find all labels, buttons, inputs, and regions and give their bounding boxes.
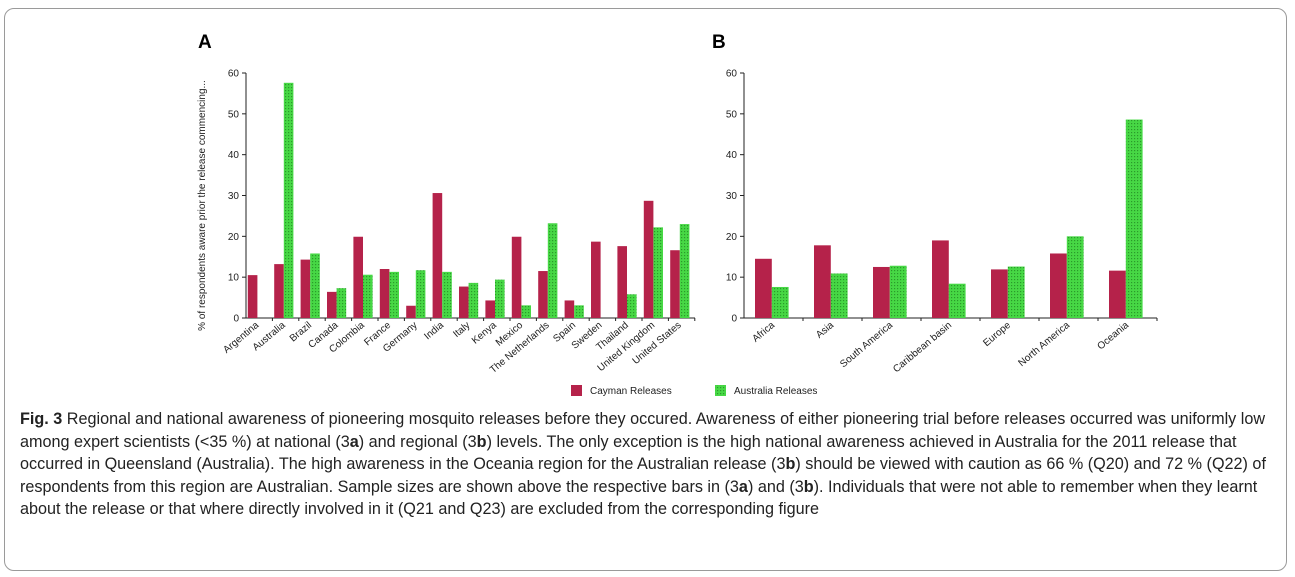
- panel-a-label: A: [198, 32, 212, 53]
- panel-b-bar-australia: [1007, 266, 1025, 318]
- panel-b-bar-australia: [948, 283, 966, 318]
- panel-a-bar-cayman: [406, 305, 416, 318]
- caption-text-3: ) levels. The only exception is the high…: [20, 432, 1237, 474]
- panel-a-bar-cayman: [564, 300, 575, 318]
- panel-a-bar-cayman: [327, 291, 337, 318]
- panel-a-bar-australia: [547, 223, 558, 318]
- panel-a-y-tick-label: 30: [228, 191, 240, 202]
- panel-a-y-tick-label: 40: [228, 150, 240, 161]
- panel-b-category-label: Caribbean basin: [891, 320, 954, 375]
- panel-a-y-tick-label: 0: [233, 314, 239, 325]
- panel-b-y-tick-label: 40: [726, 150, 738, 161]
- panel-b-bar-cayman: [873, 266, 890, 318]
- panel-a-bar-australia: [574, 305, 584, 318]
- legend-swatch-cayman: [571, 385, 582, 396]
- panel-a-y-axis-label: % of respondents aware prior the release…: [197, 80, 208, 331]
- panel-a-bar-australia: [627, 294, 637, 318]
- panel-b-category-label: North America: [1016, 320, 1072, 369]
- panel-a-category-label: India: [422, 320, 446, 343]
- panel-a-bar-australia: [521, 305, 531, 318]
- legend-swatch-australia: [715, 385, 726, 396]
- panel-a-bar-australia: [310, 253, 320, 318]
- panel-a-category-label: Italy: [451, 320, 472, 340]
- panel-a-bar-cayman: [459, 286, 469, 318]
- caption-fig-label: Fig. 3: [20, 410, 63, 428]
- figure-charts: A 0 10 20 30 40 50 60 % of respondents aware pri…: [197, 32, 1158, 397]
- panel-a-chart: A 0 10 20 30 40 50 60 % of respondents aware pri…: [197, 32, 696, 376]
- panel-a-y-tick-label: 20: [228, 232, 240, 243]
- panel-b-category-label: Africa: [750, 320, 777, 345]
- panel-a-bar-australia: [653, 227, 663, 318]
- panel-b-y-tick-label: 20: [726, 232, 738, 243]
- panel-a-bar-australia: [415, 270, 426, 318]
- panel-a-bar-cayman: [379, 269, 390, 318]
- panel-a-bar-cayman: [353, 236, 363, 318]
- legend-label-australia: Australia Releases: [734, 386, 817, 397]
- panel-a-bar-australia: [389, 271, 399, 318]
- panel-b-label: B: [712, 32, 726, 53]
- caption-bold-3: b: [785, 455, 796, 473]
- panel-a-bar-australia: [679, 224, 690, 318]
- panel-b-y-tick-label: 0: [731, 314, 737, 325]
- panel-a-bar-cayman: [300, 259, 311, 318]
- panel-b-bar-cayman: [932, 240, 949, 318]
- caption-text-6: ). Individuals that were not able to rem…: [20, 477, 1258, 519]
- panel-a-bar-cayman: [274, 264, 284, 318]
- panel-a-bar-australia: [283, 82, 294, 318]
- panel-b-bar-cayman: [755, 258, 772, 318]
- panel-a-bar-cayman: [538, 271, 548, 318]
- panel-b-bar-australia: [1066, 236, 1084, 318]
- panel-a-bar-cayman: [670, 250, 680, 318]
- panel-b-bar-cayman: [991, 269, 1008, 318]
- panel-b-bar-australia: [1125, 119, 1143, 318]
- panel-b-bar-australia: [830, 273, 848, 318]
- panel-b-y-tick-label: 50: [726, 109, 738, 120]
- panel-a-bar-cayman: [432, 193, 443, 318]
- panel-b-y-tick-label: 60: [726, 69, 738, 80]
- panel-b-chart: B 0 10 20 30 40 50 60 Africa Asia South AmericaCar…: [712, 32, 1158, 375]
- panel-b-category-label: Europe: [981, 320, 1013, 349]
- panel-a-bar-cayman: [485, 300, 495, 318]
- panel-a-bar-cayman: [591, 241, 601, 318]
- chart-legend: Cayman Releases Australia Releases: [571, 385, 817, 397]
- caption-text-5: ) and (3: [747, 477, 804, 496]
- panel-a-bar-australia: [442, 271, 452, 318]
- caption-text-1: Regional and national awareness of pione…: [20, 410, 1266, 451]
- caption-bold-4: a: [738, 477, 748, 496]
- panel-b-y-tick-label: 30: [726, 191, 738, 202]
- panel-a-y-tick-label: 50: [228, 109, 240, 120]
- legend-label-cayman: Cayman Releases: [590, 386, 672, 397]
- panel-a-bar-australia: [495, 279, 505, 318]
- panel-a-bar-cayman: [247, 275, 258, 318]
- caption-text-4: ) should be viewed with caution as 66 % …: [20, 455, 1266, 496]
- caption-bold-1: a: [349, 432, 359, 451]
- panel-a-y-tick-label: 60: [228, 69, 240, 80]
- panel-a-bar-australia: [363, 274, 373, 318]
- panel-a-bar-australia: [468, 282, 479, 318]
- figure-caption: Fig. 3 Regional and national awareness o…: [20, 408, 1278, 521]
- panel-b-bar-cayman: [1109, 270, 1126, 318]
- panel-a-bar-australia: [336, 288, 347, 318]
- panel-b-y-tick-label: 10: [726, 273, 738, 284]
- panel-a-bar-cayman: [617, 246, 627, 318]
- panel-a-bar-cayman: [643, 200, 654, 318]
- caption-text-2: ) and regional (3: [358, 432, 477, 451]
- panel-b-category-label: Asia: [814, 320, 836, 341]
- caption-bold-2: b: [476, 432, 487, 451]
- panel-b-bar-australia: [889, 265, 907, 318]
- panel-a-bar-cayman: [511, 236, 522, 318]
- panel-b-bar-cayman: [1050, 253, 1067, 318]
- panel-b-bar-australia: [771, 286, 789, 318]
- panel-b-category-label: Oceania: [1095, 320, 1131, 353]
- panel-a-y-tick-label: 10: [228, 273, 240, 284]
- panel-b-category-label: South America: [838, 320, 895, 371]
- panel-b-bar-cayman: [814, 245, 831, 318]
- caption-bold-5: b: [803, 477, 814, 496]
